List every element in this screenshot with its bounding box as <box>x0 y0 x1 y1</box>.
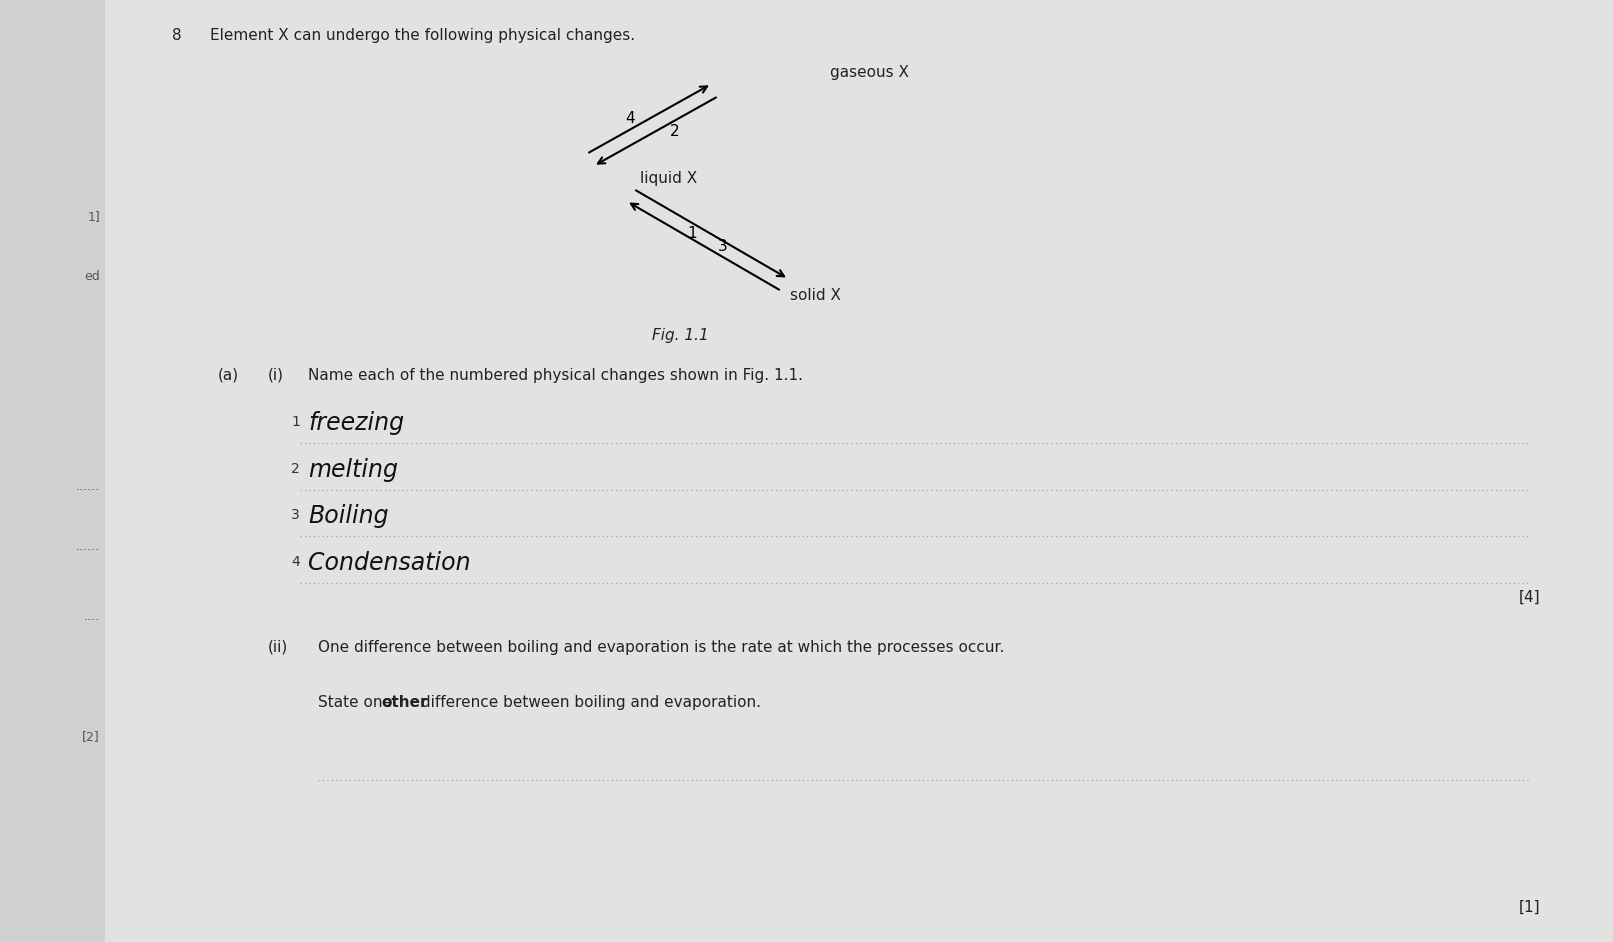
Text: Fig. 1.1: Fig. 1.1 <box>652 328 708 343</box>
Text: Element X can undergo the following physical changes.: Element X can undergo the following phys… <box>210 28 636 43</box>
Text: 3: 3 <box>718 238 727 253</box>
Text: 2: 2 <box>292 462 300 476</box>
Text: 1: 1 <box>687 226 697 241</box>
Text: Condensation: Condensation <box>308 551 471 575</box>
Text: 4: 4 <box>626 111 636 126</box>
Text: 3: 3 <box>292 508 300 522</box>
Text: ....: .... <box>84 610 100 623</box>
Text: State one: State one <box>318 695 397 710</box>
Text: ed: ed <box>84 270 100 283</box>
Text: 8: 8 <box>173 28 182 43</box>
Text: 2: 2 <box>669 123 679 138</box>
Text: ......: ...... <box>76 480 100 493</box>
Text: Name each of the numbered physical changes shown in Fig. 1.1.: Name each of the numbered physical chang… <box>308 368 803 383</box>
Text: ......: ...... <box>76 540 100 553</box>
Text: 1: 1 <box>290 415 300 429</box>
Text: Boiling: Boiling <box>308 504 389 528</box>
Text: other: other <box>381 695 427 710</box>
Text: liquid X: liquid X <box>640 171 697 186</box>
FancyBboxPatch shape <box>105 0 1613 942</box>
Text: gaseous X: gaseous X <box>831 64 910 79</box>
Text: solid X: solid X <box>790 287 840 302</box>
Text: melting: melting <box>308 458 398 482</box>
Text: 4: 4 <box>292 555 300 569</box>
Text: freezing: freezing <box>308 411 405 435</box>
Text: (ii): (ii) <box>268 640 289 655</box>
Text: (i): (i) <box>268 368 284 383</box>
Text: difference between boiling and evaporation.: difference between boiling and evaporati… <box>416 695 761 710</box>
Text: (a): (a) <box>218 368 239 383</box>
Text: [2]: [2] <box>82 730 100 743</box>
Text: 1]: 1] <box>87 210 100 223</box>
Text: [1]: [1] <box>1518 900 1540 915</box>
Text: [4]: [4] <box>1518 590 1540 605</box>
Text: One difference between boiling and evaporation is the rate at which the processe: One difference between boiling and evapo… <box>318 640 1005 655</box>
